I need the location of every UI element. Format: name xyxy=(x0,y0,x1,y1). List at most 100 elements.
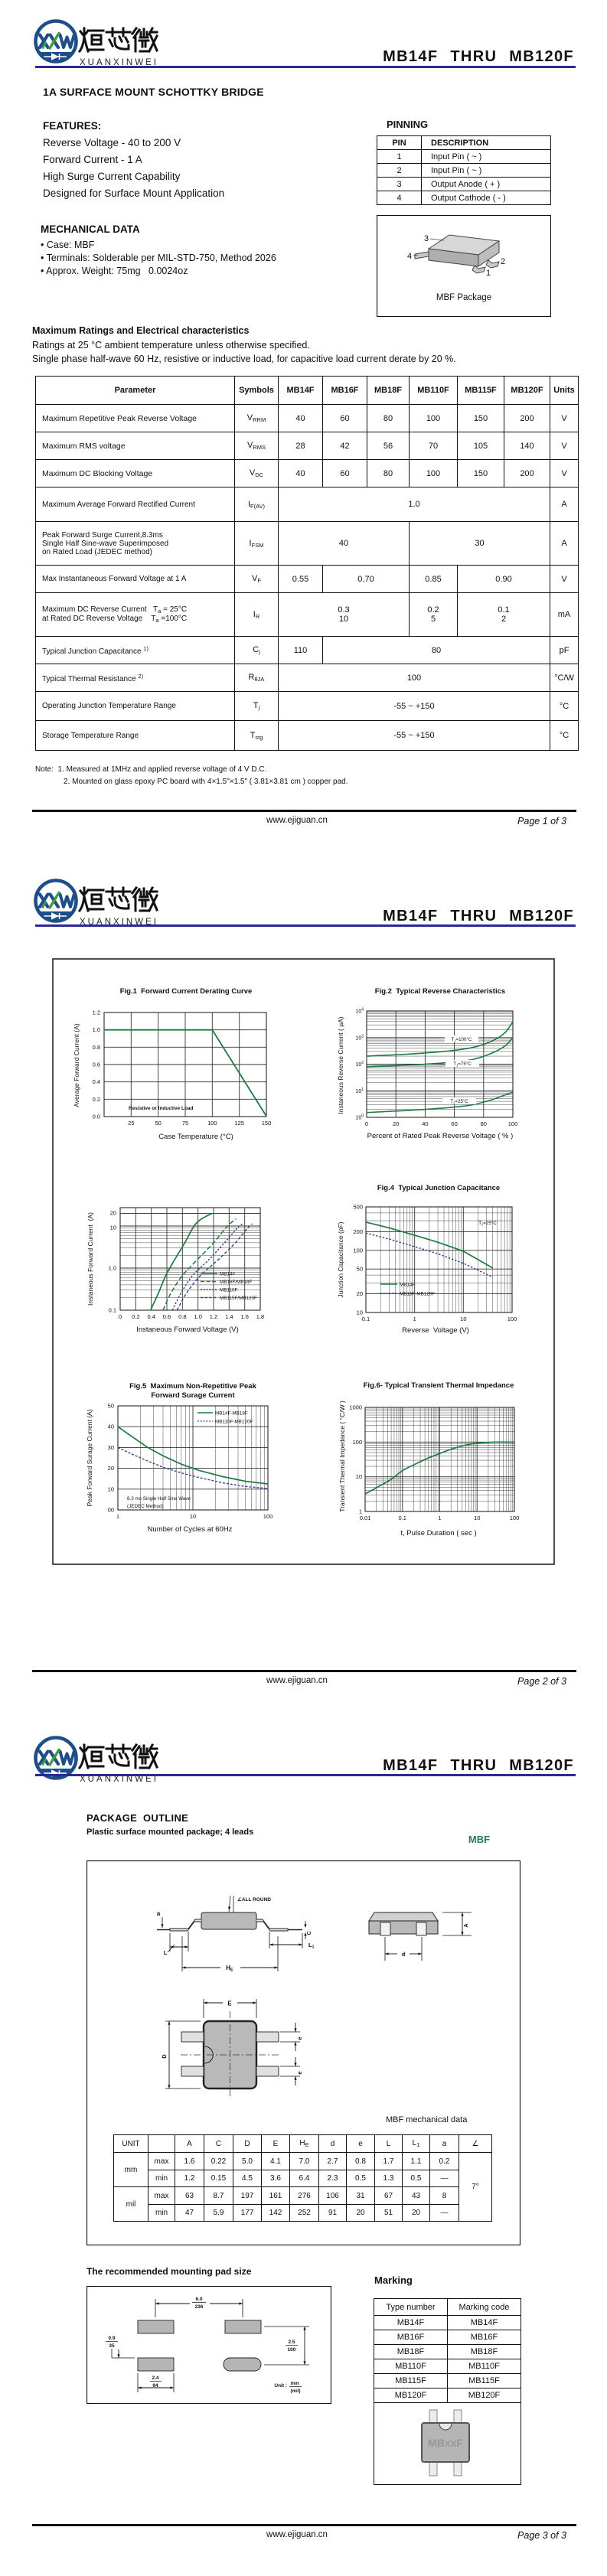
svg-text:Average Forward Current (A): Average Forward Current (A) xyxy=(73,1023,80,1107)
svg-text:1: 1 xyxy=(486,269,491,278)
svg-text:mm: mm xyxy=(290,2381,299,2386)
svg-text:HE: HE xyxy=(226,1965,233,1973)
svg-text:Transient Thermal Impedance (: Transient Thermal Impedance ( °C/W ) xyxy=(338,1400,346,1512)
svg-text:Unit :: Unit : xyxy=(274,2383,287,2389)
svg-text:100: 100 xyxy=(288,2347,296,2353)
svg-text:0.2: 0.2 xyxy=(93,1096,100,1103)
svg-text:XUANXINWEI: XUANXINWEI xyxy=(80,1775,158,1784)
svg-text:(mil): (mil) xyxy=(290,2389,300,2394)
svg-text:Fig.1 Forward Current Deratin: Fig.1 Forward Current Derating Curve xyxy=(120,987,253,996)
svg-text:TJ=25°C: TJ=25°C xyxy=(450,1099,468,1105)
svg-text:0.1: 0.1 xyxy=(362,1316,370,1322)
svg-text:1000: 1000 xyxy=(349,1404,362,1411)
svg-text:L: L xyxy=(164,1949,168,1956)
svg-text:0.6: 0.6 xyxy=(163,1313,171,1320)
svg-text:d: d xyxy=(402,1951,406,1958)
svg-text:25: 25 xyxy=(128,1120,134,1127)
svg-text:100: 100 xyxy=(207,1120,217,1127)
svg-text:C: C xyxy=(307,1931,312,1935)
svg-text:100: 100 xyxy=(355,1114,364,1121)
svg-text:Fig.4 Typical Junction Capaci: Fig.4 Typical Junction Capacitance xyxy=(377,1184,500,1192)
svg-text:100: 100 xyxy=(510,1515,520,1521)
svg-text:1: 1 xyxy=(413,1316,416,1322)
svg-text:E: E xyxy=(227,2000,232,2007)
svg-text:1.8: 1.8 xyxy=(256,1313,264,1320)
svg-text:Reverse Voltage (V): Reverse Voltage (V) xyxy=(402,1326,469,1335)
svg-text:80: 80 xyxy=(481,1120,487,1127)
svg-text:20: 20 xyxy=(110,1210,116,1217)
svg-text:10: 10 xyxy=(108,1485,114,1492)
svg-text:20: 20 xyxy=(357,1290,363,1297)
svg-text:1.2: 1.2 xyxy=(210,1313,217,1320)
svg-text:100: 100 xyxy=(352,1439,362,1446)
svg-text:Instaneous Reverse Current ( µ: Instaneous Reverse Current ( µA) xyxy=(337,1016,344,1114)
svg-text:A: A xyxy=(464,1923,469,1927)
svg-text:1.0: 1.0 xyxy=(93,1026,100,1033)
svg-text:94: 94 xyxy=(152,2383,158,2389)
svg-text:3: 3 xyxy=(424,234,429,243)
svg-text:102: 102 xyxy=(355,1061,364,1068)
svg-text:8.3 ms Single Half Sine Wave: 8.3 ms Single Half Sine Wave xyxy=(127,1496,191,1502)
svg-text:Fig.5 Maximum Non-Repetitive: Fig.5 Maximum Non-Repetitive Peak xyxy=(129,1382,256,1391)
svg-text:4: 4 xyxy=(407,252,412,261)
svg-text:125: 125 xyxy=(234,1120,244,1127)
svg-text:0.1: 0.1 xyxy=(399,1515,406,1521)
svg-text:10: 10 xyxy=(357,1309,363,1316)
svg-text:1.6: 1.6 xyxy=(240,1313,248,1320)
svg-text:103: 103 xyxy=(355,1034,364,1041)
svg-text:Forward Surage Current: Forward Surage Current xyxy=(151,1391,235,1400)
svg-text:0.1: 0.1 xyxy=(109,1307,116,1314)
svg-text:20: 20 xyxy=(393,1120,399,1127)
svg-text:2.4: 2.4 xyxy=(152,2375,158,2381)
svg-text:Fig.2 Typical Reverse Charact: Fig.2 Typical Reverse Characteristics xyxy=(375,987,505,996)
svg-text:Fig.6- Typical Transient Therm: Fig.6- Typical Transient Thermal Impedan… xyxy=(364,1381,514,1390)
svg-text:0.6: 0.6 xyxy=(93,1061,100,1068)
svg-text:MB115F/MB120F: MB115F/MB120F xyxy=(220,1296,257,1301)
svg-text:XUANXINWEI: XUANXINWEI xyxy=(80,58,158,67)
svg-text:0: 0 xyxy=(365,1120,368,1127)
svg-text:Instaneous Forward Voltage (V): Instaneous Forward Voltage (V) xyxy=(136,1325,239,1334)
svg-text:MB110F-MB120F: MB110F-MB120F xyxy=(215,1419,253,1424)
svg-text:MBxxF: MBxxF xyxy=(428,2437,463,2449)
svg-text:1: 1 xyxy=(359,1508,362,1515)
svg-text:1: 1 xyxy=(438,1515,441,1521)
svg-text:Case Temperature (°C): Case Temperature (°C) xyxy=(158,1133,233,1141)
svg-text:30: 30 xyxy=(108,1444,114,1451)
svg-text:1.0: 1.0 xyxy=(109,1265,116,1272)
svg-text:0.9: 0.9 xyxy=(108,2336,115,2341)
svg-text:0.8: 0.8 xyxy=(178,1313,186,1320)
svg-text:Junction Capacitance (pF): Junction Capacitance (pF) xyxy=(337,1221,344,1297)
svg-text:MBF Package: MBF Package xyxy=(436,293,491,302)
svg-text:MB16F/MB18F: MB16F/MB18F xyxy=(220,1280,252,1285)
svg-text:50: 50 xyxy=(108,1403,114,1410)
svg-text:2.5: 2.5 xyxy=(288,2340,295,2345)
svg-text:1.4: 1.4 xyxy=(225,1313,233,1320)
svg-text:0.01: 0.01 xyxy=(360,1515,371,1521)
svg-text:101: 101 xyxy=(355,1087,364,1094)
svg-text:TJ=75°C: TJ=75°C xyxy=(453,1061,472,1068)
svg-text:104: 104 xyxy=(355,1008,364,1015)
svg-text:(JEDEC Method): (JEDEC Method) xyxy=(127,1504,164,1509)
svg-text:1: 1 xyxy=(116,1513,119,1520)
svg-text:10: 10 xyxy=(460,1316,466,1322)
svg-text:60: 60 xyxy=(451,1120,457,1127)
svg-text:D: D xyxy=(161,2054,168,2059)
svg-text:Resistive or Inductive Load: Resistive or Inductive Load xyxy=(129,1106,194,1111)
svg-text:Percent of Rated Peak Reverse: Percent of Rated Peak Reverse Voltage ( … xyxy=(367,1132,514,1140)
svg-text:∠ALL ROUND: ∠ALL ROUND xyxy=(237,1896,271,1903)
svg-text:MB14F: MB14F xyxy=(400,1282,415,1287)
svg-text:Peak Forward Surage Current (A: Peak Forward Surage Current (A) xyxy=(86,1409,93,1506)
svg-text:0.4: 0.4 xyxy=(93,1078,100,1085)
svg-text:a: a xyxy=(157,1910,161,1917)
svg-text:0.8: 0.8 xyxy=(93,1044,100,1051)
svg-text:MB14F-MB18F: MB14F-MB18F xyxy=(215,1410,248,1416)
svg-text:10: 10 xyxy=(110,1224,116,1231)
svg-text:100: 100 xyxy=(508,1120,518,1127)
svg-text:L1: L1 xyxy=(308,1942,315,1950)
svg-text:0.0: 0.0 xyxy=(93,1114,100,1120)
svg-text:20: 20 xyxy=(108,1465,114,1472)
svg-text:50: 50 xyxy=(155,1120,161,1127)
svg-text:50: 50 xyxy=(357,1266,363,1273)
svg-text:MB14F: MB14F xyxy=(220,1271,235,1277)
svg-text:10: 10 xyxy=(474,1515,480,1521)
